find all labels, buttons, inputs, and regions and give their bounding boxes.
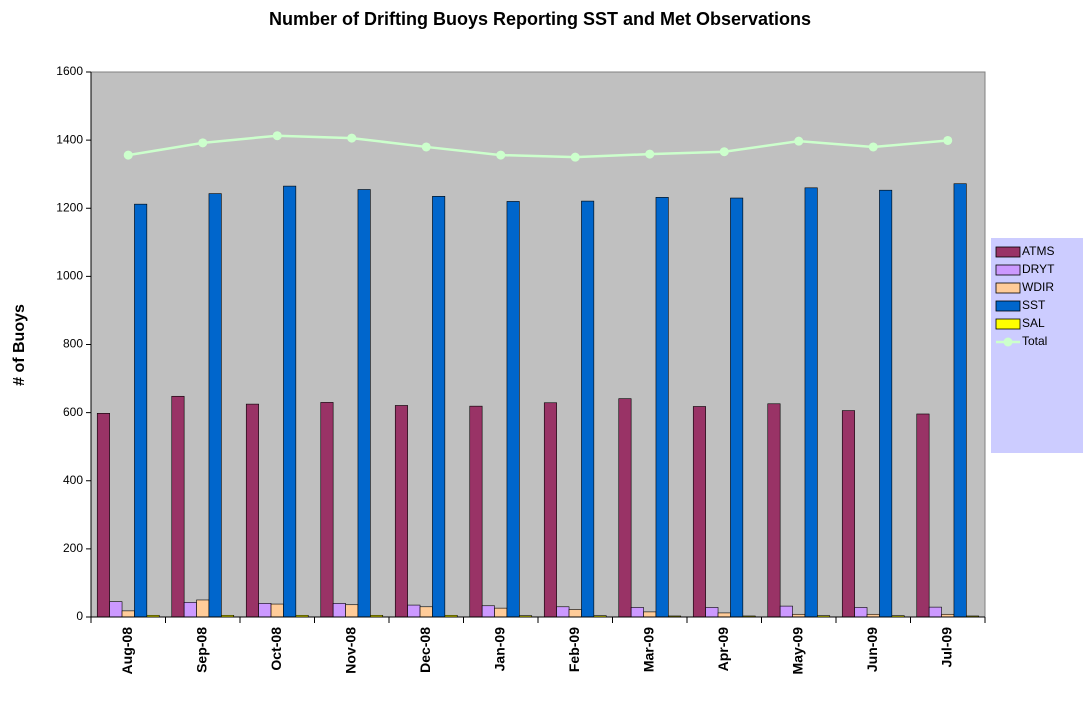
y-tick-label: 400 — [63, 473, 83, 487]
legend-label: SST — [1022, 298, 1046, 312]
y-tick-label: 0 — [76, 609, 83, 623]
legend-marker — [1003, 337, 1013, 347]
x-tick-label: Sep-08 — [193, 627, 209, 673]
bar — [618, 398, 632, 618]
plot-area — [90, 71, 986, 618]
bar — [419, 606, 433, 618]
line-marker — [347, 133, 357, 143]
bar — [568, 609, 582, 618]
y-tick-label: 1200 — [56, 200, 83, 214]
bar — [245, 403, 259, 618]
bar — [804, 187, 818, 618]
legend-swatch — [995, 282, 1021, 294]
line-marker — [272, 131, 282, 141]
x-tick-label: Mar-09 — [640, 627, 656, 672]
bar — [543, 402, 557, 618]
bar — [630, 607, 644, 618]
bar — [332, 603, 346, 618]
bar — [407, 604, 421, 618]
legend-label: Total — [1022, 334, 1047, 348]
x-tick-label: Jul-09 — [938, 627, 954, 668]
y-tick-label: 600 — [63, 405, 83, 419]
x-tick-label: Dec-08 — [417, 627, 433, 673]
bar — [171, 395, 185, 618]
bar — [258, 603, 272, 618]
line — [128, 134, 948, 159]
line-marker — [868, 142, 878, 152]
line-marker — [123, 150, 133, 160]
chart-title: Number of Drifting Buoys Reporting SST a… — [269, 9, 811, 29]
legend-label: SAL — [1022, 316, 1045, 330]
y-tick-label: 1000 — [56, 269, 83, 283]
bar — [134, 203, 148, 618]
bar — [879, 189, 893, 618]
bar — [643, 611, 657, 618]
y-tick-label: 1600 — [56, 64, 83, 78]
x-tick-label: Oct-08 — [268, 627, 284, 671]
bar — [655, 197, 669, 618]
legend-swatch — [995, 264, 1021, 276]
bar — [854, 607, 868, 618]
legend-label: ATMS — [1022, 244, 1054, 258]
bar — [779, 605, 793, 618]
bar — [556, 606, 570, 618]
bar — [183, 602, 197, 618]
legend-swatch — [995, 300, 1021, 312]
bar — [283, 185, 297, 618]
y-tick-label: 800 — [63, 337, 83, 351]
y-axis-label: # of Buoys — [11, 304, 28, 386]
x-tick-label: Nov-08 — [342, 627, 358, 674]
bar — [841, 410, 855, 618]
line-marker — [719, 147, 729, 157]
bar — [717, 612, 731, 618]
bar — [705, 607, 719, 618]
bar — [767, 403, 781, 618]
line-marker — [570, 152, 580, 162]
legend-label: DRYT — [1022, 262, 1055, 276]
x-tick-label: May-09 — [789, 627, 805, 675]
bar — [109, 601, 123, 618]
legend-label: WDIR — [1022, 280, 1054, 294]
bar — [121, 610, 135, 618]
bar — [357, 189, 371, 618]
bar — [494, 607, 508, 618]
bar — [394, 405, 408, 618]
x-tick-label: Apr-09 — [715, 627, 731, 672]
bar — [916, 413, 930, 618]
line-marker — [794, 136, 804, 146]
bar — [581, 200, 595, 618]
bar — [432, 196, 446, 618]
bar — [96, 413, 110, 618]
line-marker — [943, 135, 953, 145]
bar — [481, 605, 495, 618]
bar — [320, 402, 334, 618]
line-marker — [645, 149, 655, 159]
bar — [345, 604, 359, 618]
x-tick-label: Feb-09 — [566, 627, 582, 672]
legend-swatch — [995, 318, 1021, 330]
bar — [196, 599, 210, 618]
bar — [953, 183, 967, 618]
bar — [469, 405, 483, 618]
bar — [692, 406, 706, 618]
y-tick-label: 200 — [63, 541, 83, 555]
x-tick-label: Jun-09 — [864, 627, 880, 672]
bar — [270, 603, 284, 618]
bar — [928, 606, 942, 618]
line-marker — [496, 150, 506, 160]
line-marker — [198, 138, 208, 148]
bar — [730, 197, 744, 618]
x-tick-label: Aug-08 — [119, 627, 135, 675]
line-marker — [421, 142, 431, 152]
x-tick-label: Jan-09 — [491, 627, 507, 672]
bar — [506, 201, 520, 618]
legend-swatch — [995, 246, 1021, 258]
bar — [208, 193, 222, 618]
y-tick-label: 1400 — [56, 132, 83, 146]
